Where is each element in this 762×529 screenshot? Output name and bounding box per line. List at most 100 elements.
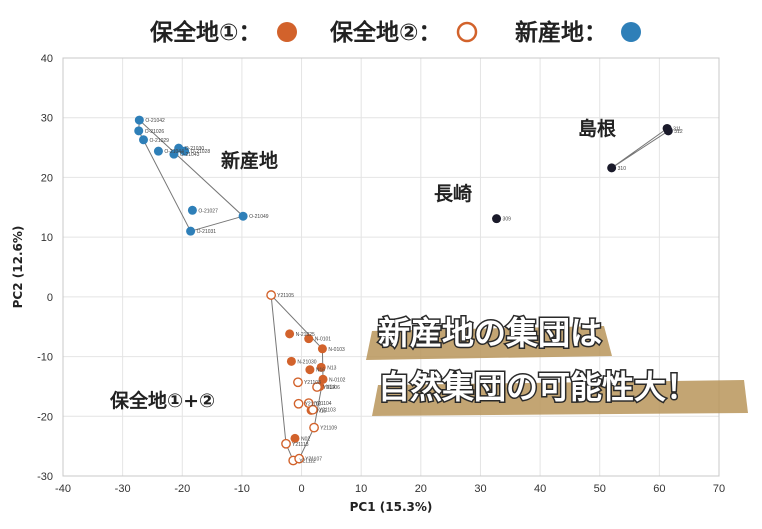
banner-brush-1 <box>366 326 612 360</box>
point-label: N-21025 <box>296 332 315 338</box>
banner-brush-2 <box>372 380 748 416</box>
data-point <box>285 329 295 339</box>
point-label: Y21112 <box>299 458 316 464</box>
point-label: Y21104 <box>315 401 332 407</box>
point-label: N16 <box>316 368 325 374</box>
x-tick-label: -20 <box>174 483 190 495</box>
data-point <box>663 126 673 136</box>
data-point <box>293 377 303 388</box>
legend-marker-conserved-1 <box>277 22 297 42</box>
data-point <box>312 382 322 392</box>
legend-marker-conserved-2 <box>456 21 478 43</box>
banner-line-2: 自然集団の可能性大！ <box>378 368 698 406</box>
data-point <box>286 356 296 366</box>
point-label: O-21031 <box>197 229 217 235</box>
point-label: Y21103 <box>319 408 336 414</box>
point-label: Y21106 <box>323 385 340 391</box>
data-point <box>318 374 328 384</box>
data-point <box>266 290 277 300</box>
data-point <box>294 453 305 464</box>
point-label: Y21107 <box>305 457 322 463</box>
data-point <box>317 344 327 354</box>
x-tick-label: 40 <box>534 483 546 495</box>
y-tick-label: 20 <box>41 172 53 184</box>
point-label: N-0102 <box>329 377 346 383</box>
y-tick-label: 10 <box>41 232 53 244</box>
point-label: O-21049 <box>249 214 269 220</box>
data-point <box>281 438 291 449</box>
x-tick-label: 0 <box>298 483 304 495</box>
point-label: N-0103 <box>328 347 345 353</box>
data-point <box>187 205 197 215</box>
group-label-shimane: 島根 <box>578 117 616 140</box>
point-label: 310 <box>618 166 627 172</box>
data-point <box>492 214 502 224</box>
x-tick-label: -30 <box>115 483 131 495</box>
x-tick-label: 50 <box>594 483 606 495</box>
point-label: N14 <box>326 384 335 390</box>
point-label: Y21108 <box>304 380 321 386</box>
y-tick-label: 0 <box>47 292 53 304</box>
cluster-hull <box>138 119 245 232</box>
legend: 保全地①： 保全地②： 新産地： <box>149 19 641 46</box>
banner-line-1: 新産地の集団は <box>378 314 602 352</box>
x-tick-label: 20 <box>415 483 427 495</box>
x-tick-label: -10 <box>234 483 250 495</box>
point-label: O-21042 <box>145 118 165 124</box>
point-label: Y21105 <box>277 293 294 299</box>
point-label: O-21030 <box>185 146 205 152</box>
x-tick-labels: -40 -30 -20 -10 0 10 20 30 40 50 60 70 <box>55 483 725 495</box>
data-point <box>316 362 326 372</box>
point-label: N13 <box>327 365 336 371</box>
x-tick-label: 60 <box>653 483 665 495</box>
data-point <box>305 365 315 375</box>
data-point <box>238 211 248 221</box>
x-tick-label: 10 <box>355 483 367 495</box>
y-tick-label: -10 <box>37 352 53 364</box>
legend-label-new-site: 新産地： <box>515 19 607 46</box>
group-label-new-site: 新産地 <box>221 149 278 172</box>
y-tick-label: 30 <box>41 113 53 125</box>
group-label-nagasaki: 長崎 <box>434 182 472 205</box>
point-label: Y21109 <box>320 426 337 432</box>
data-point <box>304 334 314 344</box>
legend-label-conserved-2: 保全地②： <box>329 19 441 46</box>
data-point <box>293 398 304 409</box>
point-label: Y21110 <box>305 402 322 408</box>
point-label: 309 <box>503 217 512 223</box>
point-label: Y21113 <box>292 442 309 448</box>
point-label: O-21028 <box>191 149 211 155</box>
point-label: O-21027 <box>198 208 218 214</box>
y-tick-labels: 40 30 20 10 0 -10 -20 -30 <box>37 53 53 483</box>
y-tick-label: 40 <box>41 53 53 65</box>
x-tick-label: -40 <box>55 483 71 495</box>
data-point <box>186 226 196 236</box>
point-label: O-21044 <box>164 149 184 155</box>
point-label: O-21043 <box>180 152 200 158</box>
legend-label-conserved-1: 保全地①： <box>149 19 261 46</box>
point-label: 312 <box>674 129 683 135</box>
data-point <box>290 433 300 443</box>
y-tick-label: -30 <box>37 471 53 483</box>
point-label: 311 <box>673 126 681 132</box>
data-point <box>134 115 144 125</box>
data-point <box>309 422 319 433</box>
point-label: O-21029 <box>150 138 170 144</box>
point-label: N02 <box>301 436 310 442</box>
point-label: O-21026 <box>145 129 165 135</box>
y-axis-label: PC2 (12.6%) <box>11 226 25 309</box>
point-label: N-0101 <box>315 337 332 343</box>
banner: 新産地の集団は 自然集団の可能性大！ <box>366 313 748 416</box>
plot-frame <box>62 57 720 477</box>
y-tick-label: -20 <box>37 411 53 423</box>
data-point <box>180 146 190 156</box>
point-label: N15 <box>317 408 326 414</box>
data-point <box>139 135 149 145</box>
group-label-conserved: 保全地①+② <box>109 389 215 412</box>
legend-marker-new-site <box>621 22 641 42</box>
data-point <box>153 146 163 156</box>
data-points <box>134 115 673 466</box>
data-point <box>307 404 318 415</box>
